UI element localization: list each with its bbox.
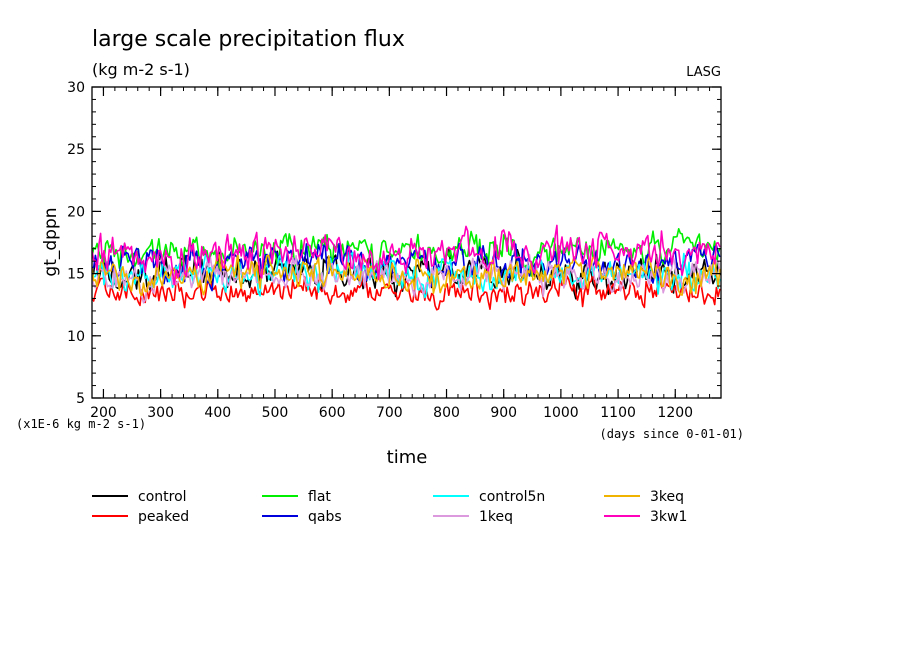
y-tick-label: 15	[67, 267, 85, 283]
y-tick-label: 20	[67, 204, 85, 220]
x-tick-label: 700	[376, 405, 403, 421]
chart-subtitle: (kg m-2 s-1)	[92, 60, 190, 79]
series-line-3keq	[92, 251, 721, 297]
y-tick-label: 30	[67, 80, 85, 96]
legend-label: 3keq	[650, 489, 684, 505]
x-tick-label: 500	[262, 405, 289, 421]
legend-label: qabs	[308, 509, 342, 525]
y-tick-label: 5	[76, 391, 85, 407]
x-tick-label: 600	[319, 405, 346, 421]
y-tick-label: 25	[67, 142, 85, 158]
x-tick-label: 800	[433, 405, 460, 421]
legend-label: control5n	[479, 489, 545, 505]
x-tick-label: 900	[490, 405, 517, 421]
legend-item-control: control	[92, 489, 187, 505]
x-tick-label: 1100	[600, 405, 636, 421]
legend: control peaked flat qabs control5n 1keq 3keq 3k…	[92, 489, 687, 525]
x-axis-label: time	[387, 447, 428, 468]
x-tick-label: 1200	[657, 405, 693, 421]
legend-item-flat: flat	[262, 489, 331, 505]
plot-frame	[91, 86, 722, 399]
series-layer	[92, 224, 721, 311]
legend-item-qabs: qabs	[262, 509, 342, 525]
legend-label: control	[138, 489, 187, 505]
legend-label: 3kw1	[650, 509, 687, 525]
y-tick-label: 10	[67, 329, 85, 345]
source-label: LASG	[686, 65, 721, 80]
x-tick-label: 1000	[543, 405, 579, 421]
series-line-3kw1	[92, 224, 721, 286]
series-line-control5n	[92, 251, 721, 299]
legend-item-control5n: control5n	[433, 489, 545, 505]
x-tick-label: 300	[147, 405, 174, 421]
x-units-note: (days since 0-01-01)	[600, 427, 745, 441]
legend-item-3keq: 3keq	[604, 489, 684, 505]
chart-title: large scale precipitation flux	[92, 27, 405, 52]
x-tick-label: 400	[204, 405, 231, 421]
x-tick-label: 200	[90, 405, 117, 421]
legend-item-3kw1: 3kw1	[604, 509, 687, 525]
legend-item-1keq: 1keq	[433, 509, 513, 525]
legend-label: 1keq	[479, 509, 513, 525]
legend-item-peaked: peaked	[92, 509, 189, 525]
legend-label: peaked	[138, 509, 189, 525]
y-scale-note: (x1E-6 kg m-2 s-1)	[16, 417, 146, 431]
legend-label: flat	[308, 489, 331, 505]
axes-layer: 200 300 400 500 600 700 800 900 1000 1100 1200 5 10 1…	[67, 80, 722, 421]
series-line-peaked	[92, 273, 721, 311]
series-line-flat	[92, 228, 721, 277]
y-axis-label: gt_dppn	[41, 207, 61, 276]
